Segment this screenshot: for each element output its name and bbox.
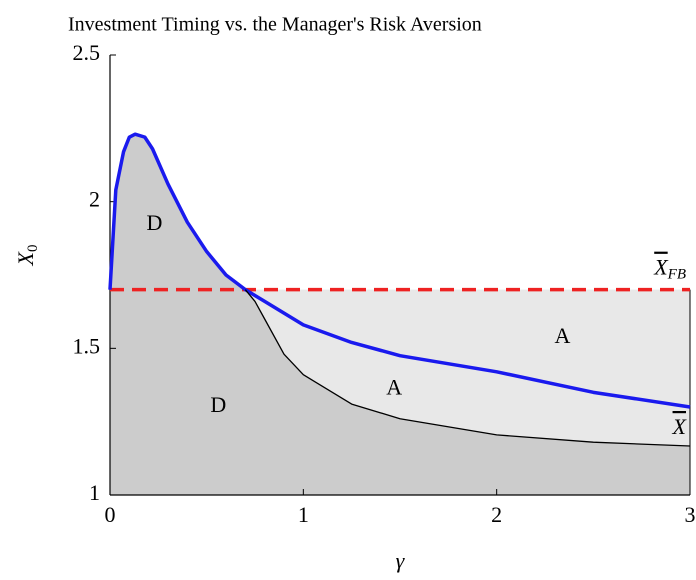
x-tick-label: 1	[298, 502, 309, 527]
series-line	[108, 132, 691, 409]
series-line	[244, 289, 691, 447]
y-tick-label: 1	[89, 480, 100, 505]
curve-label-name: X	[672, 414, 688, 439]
x-tick-label: 2	[491, 502, 502, 527]
region-label: A	[386, 374, 402, 399]
region-label: D	[210, 392, 226, 417]
y-tick-label: 1.5	[73, 333, 101, 358]
region-label: A	[554, 323, 570, 348]
y-tick-label: 2.5	[73, 40, 101, 65]
curve-label-name: X	[653, 255, 669, 280]
y-tick-label: 2	[89, 187, 100, 212]
region-label: D	[147, 210, 163, 235]
region-d	[110, 134, 690, 495]
chart-title: Investment Timing vs. the Manager's Risk…	[68, 14, 482, 36]
x-tick-label: 3	[685, 502, 696, 527]
curve-label: X	[672, 414, 688, 439]
curve-label: XFB	[653, 255, 686, 283]
y-axis-label: X0	[13, 245, 41, 267]
x-axis-label: γ	[396, 548, 406, 573]
x-tick-label: 0	[105, 502, 116, 527]
curve-label-subscript: FB	[667, 267, 686, 283]
